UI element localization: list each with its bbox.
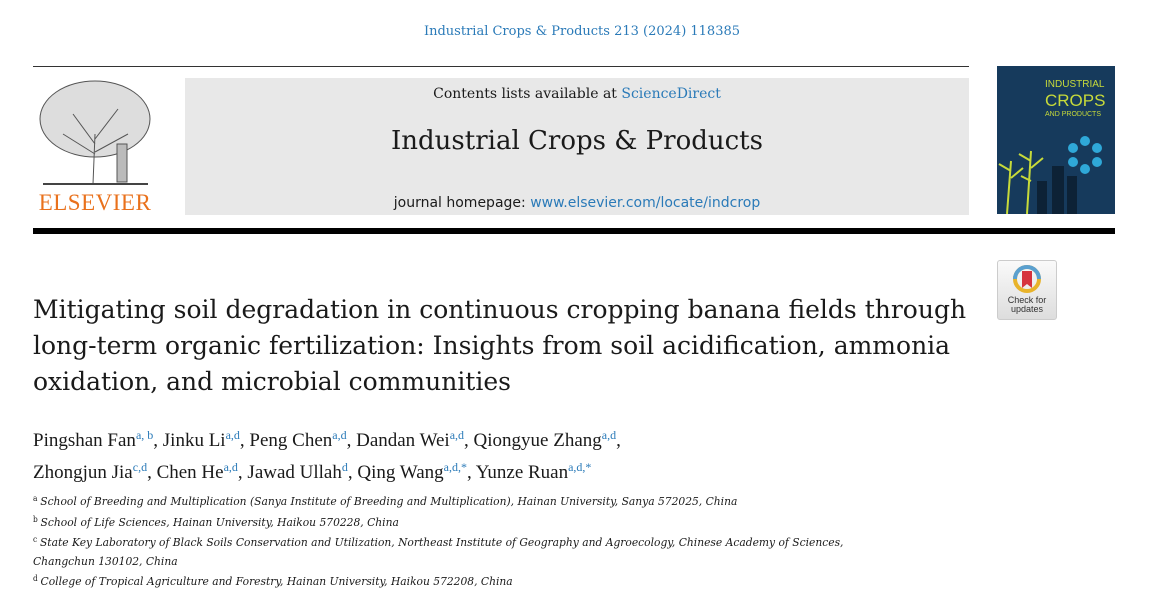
homepage-prefix: journal homepage: xyxy=(393,195,531,211)
affiliation-text: School of Life Sciences, Hainan Universi… xyxy=(40,514,399,529)
check-for-updates-button[interactable]: Check for updates xyxy=(997,260,1057,320)
author-affiliation-marks[interactable]: a, b xyxy=(135,428,154,442)
affiliation-text: State Key Laboratory of Black Soils Cons… xyxy=(33,535,844,568)
journal-masthead: Contents lists available at ScienceDirec… xyxy=(185,78,969,215)
author[interactable]: Jawad Ullahd xyxy=(247,460,348,483)
author[interactable]: Qiongyue Zhanga,d xyxy=(473,428,617,451)
header-bar xyxy=(33,228,1115,234)
author[interactable]: Chen Hea,d xyxy=(156,460,238,483)
affiliation-text: School of Breeding and Multiplication (S… xyxy=(40,494,738,508)
author-name[interactable]: Dandan Wei xyxy=(356,430,450,451)
author-name[interactable]: Jawad Ullah xyxy=(247,462,342,483)
affiliation: d College of Tropical Agriculture and For… xyxy=(33,570,907,591)
journal-citation[interactable]: Industrial Crops & Products 213 (2024) 1… xyxy=(423,24,741,39)
author-affiliation-marks[interactable]: a,d xyxy=(332,428,347,442)
homepage-line: journal homepage: www.elsevier.com/locat… xyxy=(185,195,969,211)
check-line-1: Check for xyxy=(1007,295,1047,305)
author-affiliation-marks[interactable]: a,d,* xyxy=(443,460,467,474)
crossmark-icon xyxy=(1013,265,1041,293)
cover-title-3: AND PRODUCTS xyxy=(1045,111,1102,118)
cover-title-2: CROPS xyxy=(1045,91,1106,110)
journal-cover[interactable]: INDUSTRIAL CROPS AND PRODUCTS xyxy=(997,66,1115,214)
author-affiliation-marks[interactable]: a,d xyxy=(449,428,465,442)
author-name[interactable]: Zhongjun Jia xyxy=(33,462,133,483)
contents-prefix: Contents lists available at xyxy=(433,86,622,102)
author[interactable]: Dandan Weia,d xyxy=(356,428,465,451)
elsevier-wordmark: ELSEVIER xyxy=(38,190,152,215)
author-name[interactable]: Chen He xyxy=(156,462,224,483)
homepage-link[interactable]: www.elsevier.com/locate/indcrop xyxy=(530,195,761,211)
author[interactable]: Pingshan Fana, b xyxy=(33,428,154,451)
cover-art-icon xyxy=(998,136,1102,214)
author-list: Pingshan Fana, b, Jinku Lia,d, Peng Chen… xyxy=(33,428,621,483)
author-name[interactable]: Peng Chen xyxy=(249,430,333,451)
sciencedirect-link[interactable]: ScienceDirect xyxy=(621,86,721,102)
affiliation: c State Key Laboratory of Black Soils Con… xyxy=(33,531,907,570)
affiliation-key: d xyxy=(33,574,38,583)
author-affiliation-marks[interactable]: c,d xyxy=(132,460,148,474)
affiliation-key: c xyxy=(33,535,38,544)
affiliation: b School of Life Sciences, Hainan Univers… xyxy=(33,511,907,532)
affiliation-key: a xyxy=(33,494,38,503)
author-affiliation-marks[interactable]: d xyxy=(341,460,348,474)
author[interactable]: Jinku Lia,d xyxy=(162,428,240,451)
author-affiliation-marks[interactable]: a,d xyxy=(225,428,240,442)
affiliation: a School of Breeding and Multiplication (… xyxy=(33,490,907,511)
author-name[interactable]: Jinku Li xyxy=(162,430,226,451)
author-name[interactable]: Yunze Ruan xyxy=(475,462,569,483)
check-line-2: updates xyxy=(1010,304,1044,314)
author-affiliation-marks[interactable]: a,d xyxy=(601,428,617,442)
author-name[interactable]: Qiongyue Zhang xyxy=(473,430,602,451)
affiliation-text: College of Tropical Agriculture and Fore… xyxy=(40,574,513,588)
affiliation-list: a School of Breeding and Multiplication (… xyxy=(33,490,907,591)
article-title: Mitigating soil degradation in continuou… xyxy=(33,295,967,396)
elsevier-logo: ELSEVIER xyxy=(33,74,157,216)
author[interactable]: Yunze Ruana,d,* xyxy=(475,460,592,483)
tree-icon xyxy=(39,80,151,185)
author-affiliation-marks[interactable]: a,d xyxy=(223,460,238,474)
divider xyxy=(33,66,969,67)
author-name[interactable]: Pingshan Fan xyxy=(33,430,136,451)
cover-title-1: INDUSTRIAL xyxy=(1045,79,1105,90)
contents-line: Contents lists available at ScienceDirec… xyxy=(185,86,969,102)
author[interactable]: Qing Wanga,d,* xyxy=(357,460,467,483)
author[interactable]: Peng Chena,d xyxy=(249,428,347,451)
author-affiliation-marks[interactable]: a,d,* xyxy=(568,460,592,474)
author[interactable]: Zhongjun Jiac,d xyxy=(33,460,148,483)
journal-title: Industrial Crops & Products xyxy=(391,126,763,156)
author-name[interactable]: Qing Wang xyxy=(357,462,444,483)
affiliation-key: b xyxy=(33,514,38,524)
